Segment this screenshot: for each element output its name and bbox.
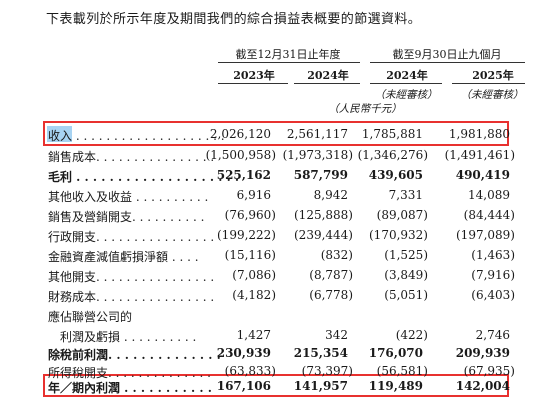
row-label: 收入 . . . . . . . . . . . . . . . . . . .… xyxy=(48,129,225,143)
cell-2023: 1,427 xyxy=(236,328,271,342)
group-underline-annual xyxy=(218,62,360,63)
cell-2024: 141,957 xyxy=(293,379,348,393)
cell-2024-nine-months: (89,087) xyxy=(376,208,428,222)
cell-2025-nine-months: 14,089 xyxy=(468,188,510,202)
cell-2024: (73,397) xyxy=(301,364,353,378)
cell-2025-nine-months: (7,916) xyxy=(471,268,515,282)
table-row-finance-costs: 財務成本. . . . . . . . . . . . . . . . (4,1… xyxy=(0,286,554,306)
cell-2024-nine-months: (422) xyxy=(395,328,428,342)
table-row-selling-expenses: 銷售及營銷開支. . . . . . . . . . (76,960) (125… xyxy=(0,206,554,226)
currency-unit-note: （人民幣千元） xyxy=(328,103,402,115)
cell-2025-nine-months: (84,444) xyxy=(463,208,515,222)
group-header-annual: 截至12月31日止年度 xyxy=(235,48,341,61)
group-header-nine-months: 截至9月30日止九個月 xyxy=(392,48,502,61)
row-label: 其他開支. . . . . . . . . . . . . . . . xyxy=(48,270,215,284)
row-label: 除稅前利潤. . . . . . . . . . . . . . xyxy=(48,348,221,362)
cell-2024-nine-months: 7,331 xyxy=(388,188,423,202)
cell-2024-nine-months: 1,785,881 xyxy=(361,127,423,141)
cell-2023: 167,106 xyxy=(216,379,271,393)
unaudited-note-2025: （未經審核） xyxy=(460,89,524,101)
row-label: 利潤及虧損 . . . . . . . . . . xyxy=(48,330,197,344)
cell-2023: (63,833) xyxy=(224,364,276,378)
table-row-other-expenses: 其他開支. . . . . . . . . . . . . . . . (7,0… xyxy=(0,266,554,286)
cell-2023: (76,960) xyxy=(224,208,276,222)
year-underline-2024 xyxy=(294,83,360,84)
cell-2025-nine-months: (6,403) xyxy=(471,288,515,302)
table-row-associates-heading: 應佔聯營公司的 xyxy=(0,306,554,326)
cell-2024-nine-months: 119,489 xyxy=(368,379,423,393)
text-selection-highlight xyxy=(47,126,72,142)
year-header-2024-nine-months: 2024年 xyxy=(386,69,428,82)
cell-2024: (125,888) xyxy=(294,208,353,222)
cell-2023: (4,182) xyxy=(232,288,276,302)
cell-2025-nine-months: (197,089) xyxy=(456,228,515,242)
cell-2025-nine-months: 209,939 xyxy=(455,346,510,360)
cell-2025-nine-months: (1,491,461) xyxy=(444,148,515,162)
row-label: 行政開支. . . . . . . . . . . . . . . . xyxy=(48,230,215,244)
cell-2023: 2,026,120 xyxy=(209,127,271,141)
cell-2024-nine-months: (3,849) xyxy=(384,268,428,282)
table-row-income-tax: 所得稅開支. . . . . . . . . . . . . . (63,833… xyxy=(0,362,554,382)
row-label: 財務成本. . . . . . . . . . . . . . . . xyxy=(48,290,215,304)
group-underline-nine-months xyxy=(370,62,525,63)
cell-2024: (1,973,318) xyxy=(282,148,353,162)
highlight-box-revenue xyxy=(43,121,509,146)
cell-2024-nine-months: (5,051) xyxy=(384,288,428,302)
cell-2025-nine-months: (67,935) xyxy=(463,364,515,378)
year-underline-2024-nine-months xyxy=(370,83,442,84)
year-header-2023: 2023年 xyxy=(233,69,275,82)
cell-2024: 8,942 xyxy=(313,188,348,202)
cell-2024: (8,787) xyxy=(309,268,353,282)
table-row-gross-profit: 毛利 . . . . . . . . . . . . . . . . . . .… xyxy=(0,166,554,186)
cell-2025-nine-months: 1,981,880 xyxy=(448,127,510,141)
cell-2023: (15,116) xyxy=(224,248,276,262)
table-row-revenue: 收入 . . . . . . . . . . . . . . . . . . .… xyxy=(0,125,554,145)
table-row-admin-expenses: 行政開支. . . . . . . . . . . . . . . . (199… xyxy=(0,226,554,246)
cell-2024: 215,354 xyxy=(293,346,348,360)
cell-2025-nine-months: 490,419 xyxy=(455,168,510,182)
cell-2025-nine-months: 2,746 xyxy=(475,328,510,342)
cell-2025-nine-months: (1,463) xyxy=(471,248,515,262)
highlight-box-profit xyxy=(43,374,509,397)
cell-2023: 6,916 xyxy=(236,188,271,202)
unaudited-note-2024: （未經審核） xyxy=(374,89,438,101)
cell-2023: 230,939 xyxy=(216,346,271,360)
year-underline-2025-nine-months xyxy=(452,83,525,84)
row-label: 毛利 . . . . . . . . . . . . . . . . . . .… xyxy=(48,170,240,184)
row-label: 其他收入及收益 . . . . . . . . . . xyxy=(48,190,209,204)
cell-2024: (6,778) xyxy=(309,288,353,302)
cell-2023: 525,162 xyxy=(216,168,271,182)
row-label: 銷售成本. . . . . . . . . . . . . . . . xyxy=(48,150,215,164)
intro-text: 下表載列於所示年度及期間我們的綜合損益表概要的節選資料。 xyxy=(46,12,422,27)
cell-2024-nine-months: (56,581) xyxy=(376,364,428,378)
row-label: 銷售及營銷開支. . . . . . . . . . xyxy=(48,210,205,224)
row-label: 年／期內利潤 . . . . . . . . . . . xyxy=(48,381,212,395)
cell-2024: 587,799 xyxy=(293,168,348,182)
table-row-profit-before-tax: 除稅前利潤. . . . . . . . . . . . . . 230,939… xyxy=(0,344,554,364)
cell-2024: (239,444) xyxy=(294,228,353,242)
row-label: 所得稅開支. . . . . . . . . . . . . . xyxy=(48,366,211,380)
table-row-other-income: 其他收入及收益 . . . . . . . . . . 6,916 8,942 … xyxy=(0,186,554,206)
cell-2024: 342 xyxy=(325,328,348,342)
year-underline-2023 xyxy=(218,83,288,84)
cell-2024-nine-months: 176,070 xyxy=(368,346,423,360)
cell-2023: (1,500,958) xyxy=(205,148,276,162)
table-row-cost-of-sales: 銷售成本. . . . . . . . . . . . . . . . (1,5… xyxy=(0,146,554,166)
cell-2024-nine-months: (170,932) xyxy=(369,228,428,242)
cell-2024-nine-months: 439,605 xyxy=(368,168,423,182)
row-label: 金融資產減值虧損淨額 . . . . xyxy=(48,250,199,264)
table-row-associates-profit: 利潤及虧損 . . . . . . . . . . 1,427 342 (422… xyxy=(0,326,554,346)
cell-2024-nine-months: (1,525) xyxy=(384,248,428,262)
cell-2024: 2,561,117 xyxy=(286,127,348,141)
table-row-profit-for-period: 年／期內利潤 . . . . . . . . . . . 167,106 141… xyxy=(0,377,554,397)
cell-2024: (832) xyxy=(320,248,353,262)
row-label: 應佔聯營公司的 xyxy=(48,310,133,324)
cell-2024-nine-months: (1,346,276) xyxy=(357,148,428,162)
cell-2025-nine-months: 142,004 xyxy=(455,379,510,393)
year-header-2024: 2024年 xyxy=(307,69,349,82)
cell-2023: (7,086) xyxy=(232,268,276,282)
table-row-impairment-losses: 金融資產減值虧損淨額 . . . . (15,116) (832) (1,525… xyxy=(0,246,554,266)
cell-2023: (199,222) xyxy=(217,228,276,242)
year-header-2025-nine-months: 2025年 xyxy=(472,69,514,82)
